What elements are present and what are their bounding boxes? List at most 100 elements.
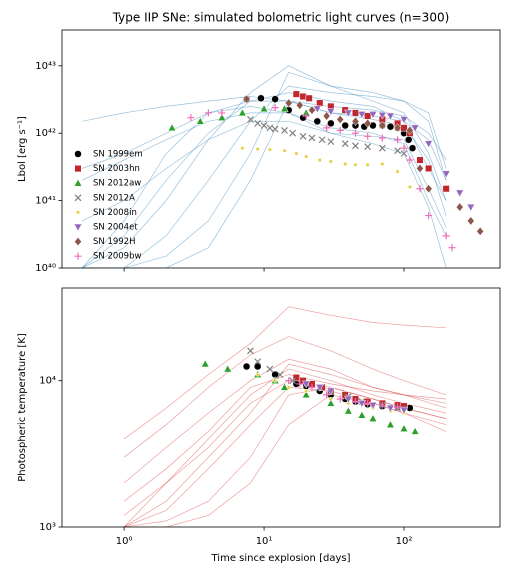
marker <box>364 132 372 140</box>
marker <box>255 372 260 377</box>
legend-label: SN 2012aw <box>93 179 141 189</box>
marker <box>204 109 212 117</box>
marker <box>223 364 232 373</box>
simulation-curve <box>82 85 447 268</box>
marker <box>326 108 336 117</box>
marker <box>406 404 414 412</box>
marker <box>255 147 260 152</box>
marker <box>395 169 400 174</box>
marker <box>218 109 226 117</box>
marker <box>351 109 360 117</box>
x-tick-label: 10² <box>396 536 413 547</box>
marker <box>344 395 353 404</box>
marker <box>341 121 349 130</box>
marker <box>336 126 344 134</box>
marker <box>405 125 414 136</box>
marker <box>289 129 297 137</box>
marker <box>394 136 402 144</box>
plot-area <box>81 65 484 268</box>
marker <box>315 384 324 392</box>
marker <box>271 104 279 112</box>
marker <box>313 105 322 114</box>
marker <box>394 147 402 155</box>
marker <box>378 144 386 152</box>
y-tick-label: 10⁴¹ <box>35 196 56 207</box>
marker <box>400 150 408 157</box>
marker <box>328 159 333 164</box>
marker <box>357 410 367 419</box>
marker <box>351 398 359 406</box>
marker <box>318 136 326 144</box>
legend-marker <box>74 165 82 173</box>
marker <box>254 358 262 366</box>
plot-area <box>123 306 447 527</box>
axes-frame <box>61 29 501 269</box>
marker <box>187 114 195 122</box>
marker <box>327 138 335 146</box>
marker <box>247 347 254 355</box>
marker <box>365 162 370 167</box>
simulation-curve <box>123 358 447 484</box>
marker <box>378 401 386 409</box>
marker <box>294 151 299 156</box>
legend-label: SN 2004et <box>93 223 138 233</box>
marker <box>286 385 291 390</box>
y-tick-label: 10⁴³ <box>35 61 56 72</box>
marker <box>399 116 409 124</box>
marker <box>424 140 433 149</box>
marker <box>257 94 265 103</box>
marker <box>301 390 311 399</box>
legend-marker <box>73 178 83 187</box>
simulation-curve <box>123 336 447 458</box>
marker <box>196 116 205 125</box>
marker <box>364 399 372 407</box>
simulation-curve <box>123 374 447 502</box>
marker <box>416 163 424 174</box>
legend-marker <box>74 252 82 260</box>
simulation-curve <box>81 65 447 268</box>
marker <box>260 122 268 129</box>
marker <box>341 140 349 148</box>
y-axis-label: Lbol [erg s⁻¹] <box>17 116 28 182</box>
marker <box>399 406 409 415</box>
x-tick-label: 10⁰ <box>116 536 133 547</box>
marker <box>386 404 395 413</box>
marker <box>302 112 310 120</box>
marker <box>271 95 279 103</box>
marker <box>416 185 424 193</box>
marker <box>336 395 344 403</box>
y-tick-label: 10³ <box>39 522 56 533</box>
marker <box>299 132 307 140</box>
marker <box>406 156 414 164</box>
marker <box>351 129 359 137</box>
simulation-curve <box>123 363 447 527</box>
marker <box>317 157 322 163</box>
marker <box>301 380 311 389</box>
marker <box>327 119 335 128</box>
y-axis-label: Photospheric temperature [K] <box>17 333 28 482</box>
marker <box>353 162 358 167</box>
marker <box>285 377 293 385</box>
marker <box>267 147 272 152</box>
marker <box>308 105 316 115</box>
simulation-curve <box>123 368 447 527</box>
marker <box>364 112 372 120</box>
marker <box>238 108 247 117</box>
marker <box>425 212 433 220</box>
marker <box>344 406 353 415</box>
marker <box>410 426 420 435</box>
marker <box>352 142 359 150</box>
simulation-curve <box>124 394 447 527</box>
legend-label: SN 2012A <box>93 193 135 203</box>
marker <box>404 135 413 144</box>
marker <box>308 383 316 391</box>
marker <box>273 378 278 383</box>
marker <box>217 113 227 121</box>
simulation-curve <box>123 306 447 440</box>
marker <box>280 104 289 113</box>
marker <box>323 124 331 132</box>
marker <box>416 156 424 164</box>
marker <box>328 396 333 402</box>
y-tick-label: 10⁴ <box>39 376 56 387</box>
